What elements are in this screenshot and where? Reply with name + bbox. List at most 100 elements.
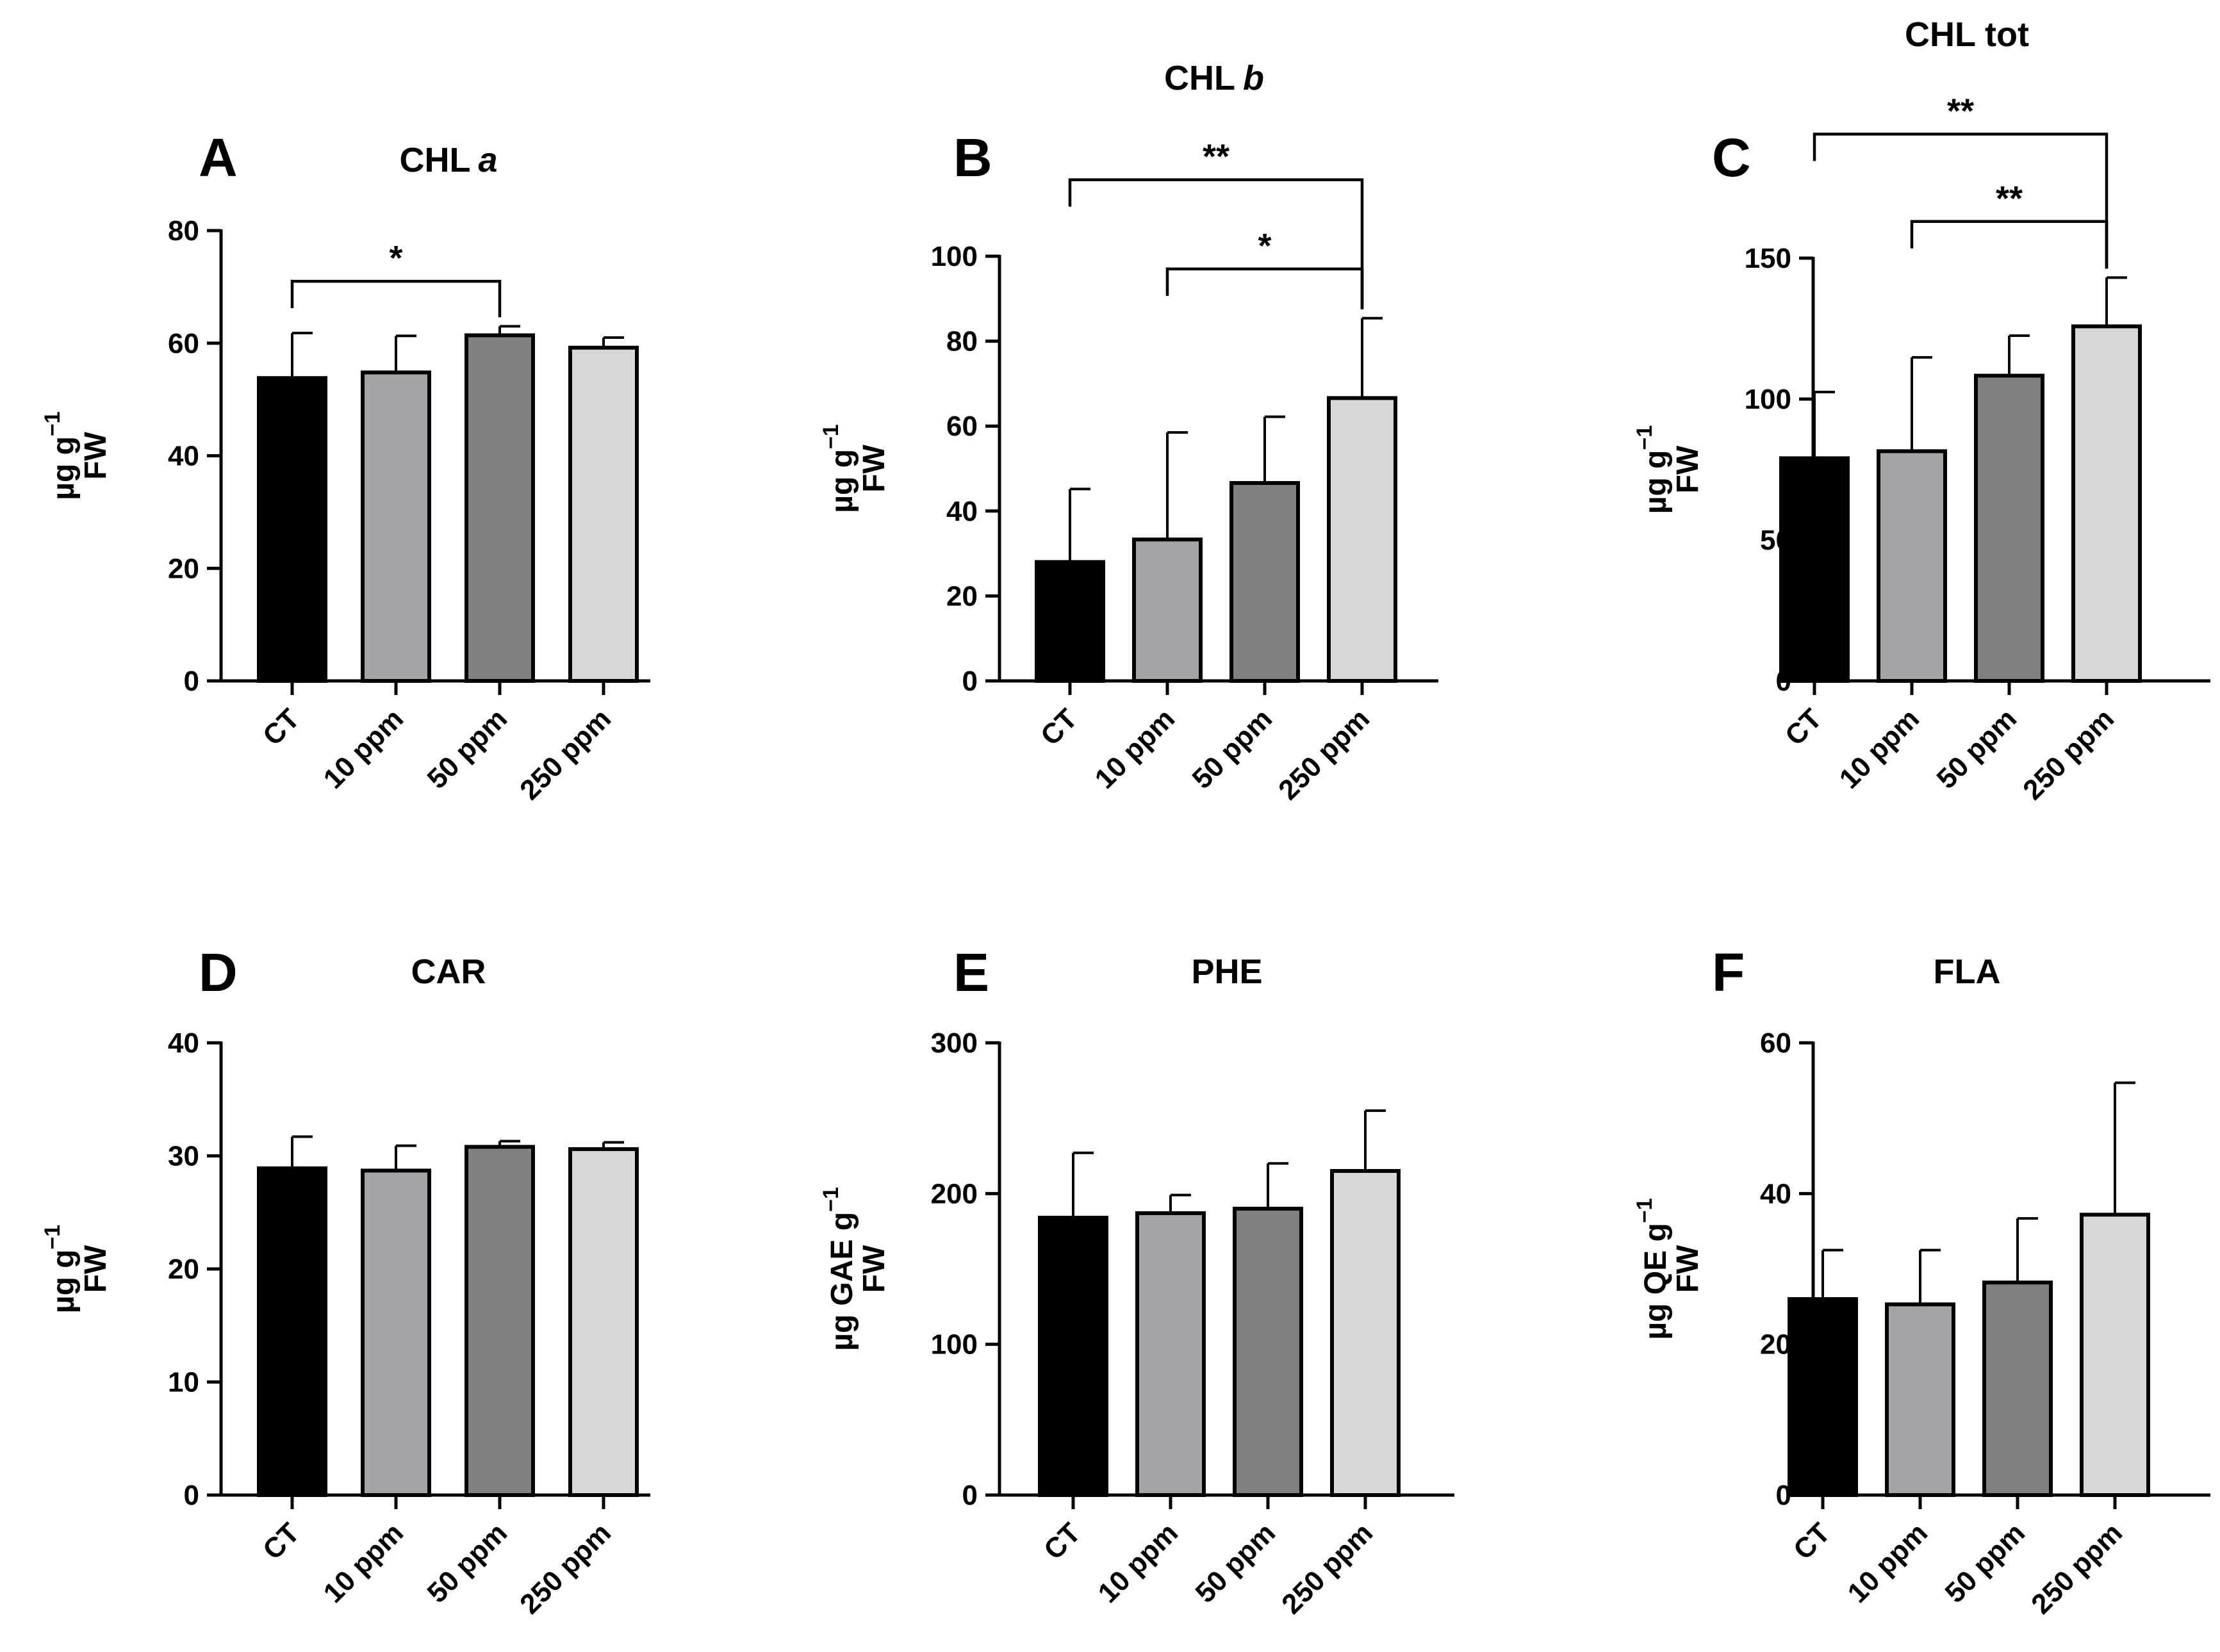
y-axis-label-basis: FW xyxy=(1671,1245,1705,1293)
x-tick-label: 10 ppm xyxy=(1089,703,1181,795)
y-axis-label-basis: FW xyxy=(1671,445,1705,493)
y-tick-label: 30 xyxy=(168,1141,199,1172)
x-tick-label: 250 ppm xyxy=(514,703,617,806)
y-tick-label: 20 xyxy=(1760,1329,1791,1361)
panel-letter: B xyxy=(953,127,992,188)
bar-a-0 xyxy=(257,376,327,683)
panel-letter: A xyxy=(199,127,238,188)
x-tick-label: 250 ppm xyxy=(514,1517,617,1620)
y-axis-label-unit: µg g xyxy=(1639,450,1673,514)
x-tick-label: 10 ppm xyxy=(1092,1517,1184,1609)
panel-e: E PHE µg GAE g−1 FW 0 100 200 300 CT 10 ppm 50 ppm… xyxy=(819,942,1454,1620)
y-tick-label: 150 xyxy=(1745,243,1791,274)
y-axis-label-basis: FW xyxy=(857,444,891,492)
panel-a: A CHL a µg g−1 FW 0 20 40 60 80 CT 10 ppm 50 ppm 250 … xyxy=(40,127,650,806)
y-axis-label-unit: µg g xyxy=(47,436,81,500)
y-axis-label: µg g−1 FW xyxy=(40,1225,113,1313)
y-tick-label: 20 xyxy=(168,1254,199,1285)
x-tick-label: CT xyxy=(257,1517,306,1566)
y-axis-label-unit: µg GAE g xyxy=(825,1212,859,1351)
x-tick-label: 50 ppm xyxy=(1939,1517,2031,1609)
panel-letter: E xyxy=(953,942,989,1002)
panel-title-main: FLA xyxy=(1934,953,2001,991)
panel-letter: D xyxy=(199,942,238,1002)
panel-letter: F xyxy=(1712,942,1745,1002)
significance-bracket xyxy=(1068,178,1364,309)
y-tick-label: 0 xyxy=(184,1480,199,1511)
x-tick-label: CT xyxy=(1038,1517,1087,1566)
y-tick-label: 200 xyxy=(931,1178,978,1209)
bar-e-0 xyxy=(1038,1215,1108,1498)
bar-d-3 xyxy=(568,1147,639,1498)
panel-title-main: CHL tot xyxy=(1905,15,2029,54)
panel-title-main: CHL xyxy=(399,141,470,179)
bar-b-0 xyxy=(1035,560,1105,683)
bar-a-1 xyxy=(361,370,431,683)
significance-bracket xyxy=(1165,267,1364,309)
x-tick-label: 10 ppm xyxy=(317,1517,409,1609)
x-tick-label: 50 ppm xyxy=(421,703,513,795)
y-tick-label: 80 xyxy=(946,326,978,357)
x-tick-label: CT xyxy=(257,703,306,751)
bar-d-2 xyxy=(465,1145,535,1497)
y-axis-label-basis: FW xyxy=(79,431,113,479)
y-tick-label: 0 xyxy=(962,1480,978,1511)
x-tick-label: 10 ppm xyxy=(1833,703,1925,795)
y-axis-label-basis: FW xyxy=(857,1245,891,1293)
y-tick-label: 20 xyxy=(168,553,199,584)
x-tick-label: CT xyxy=(1035,703,1083,751)
bar-c-2 xyxy=(1974,373,2044,683)
x-tick-label: 250 ppm xyxy=(1276,1517,1379,1620)
bar-b-2 xyxy=(1229,481,1300,683)
panel-b: B CHL b µg g−1 FW 0 20 40 60 80 100 CT 10 ppm 50 ppm2… xyxy=(819,59,1438,806)
y-tick-label: 100 xyxy=(1745,384,1791,415)
x-tick-label: CT xyxy=(1779,703,1828,751)
x-tick-label: 10 ppm xyxy=(317,703,409,795)
y-tick-label: 0 xyxy=(184,666,199,697)
bar-c-3 xyxy=(2071,324,2142,683)
y-tick-label: 100 xyxy=(931,241,978,272)
y-tick-label: 10 xyxy=(168,1367,199,1398)
y-tick-label: 300 xyxy=(931,1027,978,1059)
x-tick-label: 50 ppm xyxy=(1189,1517,1281,1609)
significance-label: * xyxy=(389,239,402,277)
panel-title: PHE xyxy=(1191,953,1262,991)
y-axis-label-sup: −1 xyxy=(1632,425,1657,450)
panel-title: CHL a xyxy=(399,141,497,179)
y-axis-label: µg QE g−1 FW xyxy=(1632,1198,1705,1339)
y-axis-label: µg g−1 FW xyxy=(40,411,113,500)
x-tick-label: 50 ppm xyxy=(1930,703,2023,795)
significance-bracket xyxy=(290,279,502,318)
y-tick-label: 0 xyxy=(962,666,978,697)
y-axis-label-sup: −1 xyxy=(40,1225,65,1250)
panel-letter: C xyxy=(1712,127,1751,188)
x-tick-label: 50 ppm xyxy=(421,1517,513,1609)
y-tick-label: 20 xyxy=(946,580,978,612)
bar-d-1 xyxy=(361,1168,431,1497)
panel-title: FLA xyxy=(1934,953,2001,991)
significance-bracket xyxy=(1910,220,2109,269)
bar-f-1 xyxy=(1885,1302,1955,1497)
bar-c-0 xyxy=(1779,456,1850,683)
bar-b-1 xyxy=(1132,537,1203,683)
y-axis-label-basis: FW xyxy=(79,1245,113,1293)
x-tick-label: 250 ppm xyxy=(2025,1517,2128,1620)
panel-title-main: CHL xyxy=(1164,59,1235,97)
y-tick-label: 60 xyxy=(168,328,199,359)
bar-d-0 xyxy=(257,1166,327,1498)
bar-f-3 xyxy=(2080,1213,2150,1498)
y-tick-label: 40 xyxy=(1760,1178,1791,1209)
bar-a-2 xyxy=(465,333,535,683)
y-axis-label-sup: −1 xyxy=(819,1187,843,1212)
significance-label: * xyxy=(1258,227,1271,265)
significance-label: ** xyxy=(1947,92,1974,130)
x-tick-label: 50 ppm xyxy=(1186,703,1278,795)
x-tick-label: 250 ppm xyxy=(1272,703,1376,806)
bar-f-2 xyxy=(1982,1280,2053,1498)
bar-b-3 xyxy=(1327,396,1397,683)
bar-c-1 xyxy=(1877,449,1947,683)
y-axis-label: µg g−1 FW xyxy=(1632,425,1705,514)
